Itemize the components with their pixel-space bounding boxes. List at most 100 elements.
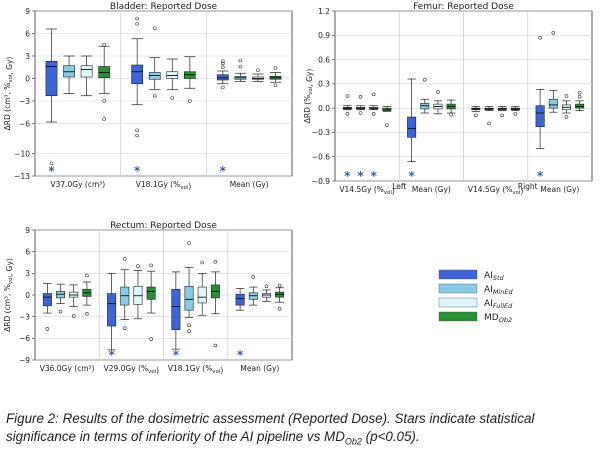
box-md_ob2 [146, 263, 156, 341]
box-ai_minEd [420, 78, 430, 114]
figure-caption: Figure 2: Results of the dosimetric asse… [6, 410, 594, 451]
y-tick-label: 1.2 [318, 7, 330, 16]
box-ai_fullEd [252, 68, 264, 82]
box-iqr [171, 288, 181, 330]
group-label: V37.0Gy (cm³) [50, 180, 105, 189]
y-tick-label: −0.9 [312, 177, 330, 186]
outlier-point [135, 16, 139, 21]
outlier-point [188, 99, 192, 103]
box-md_ob2 [210, 259, 220, 348]
box-iqr [407, 116, 417, 138]
outlier-point [221, 59, 225, 64]
legend-swatch-ai_fullEd [438, 297, 478, 308]
outlier-point [152, 93, 157, 98]
y-tick-label: 0.6 [318, 55, 330, 64]
y-tick-label: 0.3 [318, 80, 330, 89]
group-label: V29.0Gy (%vol) [104, 364, 160, 375]
chart-title: Bladder: Reported Dose [110, 2, 218, 12]
legend-swatch-ai_std [438, 269, 478, 280]
significance-star: * [134, 164, 141, 178]
group-label: V14.5Gy (%vol) [339, 185, 395, 196]
group-label: V14.5Gy (%vol) [468, 185, 524, 196]
box-md_ob2 [275, 283, 285, 311]
outlier-point [45, 327, 50, 331]
y-tick-label: 3 [25, 269, 30, 278]
outlier-point [345, 94, 350, 98]
significance-star: * [237, 348, 244, 362]
outlier-point [251, 275, 256, 279]
box-md_ob2 [510, 106, 520, 116]
legend: AIStd AIMinEd AIFullEd MDOb2 [438, 269, 513, 324]
box-ai_minEd [484, 106, 494, 126]
bladder-panel: Bladder: Reported Dose 9 6 3 0 −3 −6 −10 −13 ΔRD … [3, 2, 293, 191]
outlier-point [564, 115, 569, 119]
y-tick-label: −0.3 [312, 128, 330, 137]
outlier-point [474, 113, 478, 118]
outlier-point [264, 284, 269, 289]
y-tick-label: −13 [14, 172, 30, 181]
box-ai_std: * [535, 35, 545, 183]
outlier-point [238, 58, 243, 63]
chart-title: Rectum: Reported Dose [110, 221, 217, 231]
outlier-point [371, 92, 376, 97]
box-ai_fullEd [133, 264, 143, 320]
legend-label-md_ob2: MDOb2 [484, 313, 512, 324]
box-ai_minEd [120, 257, 130, 331]
outlier-point [449, 112, 453, 117]
outlier-point [371, 112, 376, 116]
box-ai_std: * [107, 272, 117, 362]
box-iqr [184, 286, 194, 311]
legend-label-ai_std: AIStd [484, 271, 504, 282]
y-tick-label: −0.6 [312, 153, 330, 162]
box-ai_minEd [234, 58, 247, 82]
outlier-point [273, 83, 278, 88]
significance-star: * [220, 164, 227, 178]
significance-star: * [173, 348, 180, 362]
outlier-point [187, 329, 191, 333]
y-tick-label: −6 [19, 334, 30, 343]
outlier-point [345, 112, 350, 116]
caption-subscript: Ob2 [344, 436, 362, 447]
group-label: V36.0Gy (cm³) [40, 364, 95, 373]
box-ai_std: * [216, 59, 229, 178]
side-header: Left [392, 182, 406, 191]
outlier-point [85, 311, 89, 316]
legend-swatch-ai_minEd [438, 283, 478, 294]
outlier-point [277, 283, 282, 288]
outlier-point [564, 94, 569, 98]
y-tick-label: 6 [25, 247, 30, 256]
significance-star: * [537, 169, 544, 183]
box-iqr [535, 105, 545, 128]
outlier-point [102, 42, 106, 47]
group-label: V18.1Gy (%vol) [168, 364, 224, 375]
legend-swatch-md_ob2 [438, 311, 478, 322]
box-ai_std: * [45, 28, 58, 178]
group-label: Mean (Gy) [230, 180, 269, 189]
outlier-point [213, 343, 218, 348]
outlier-point [122, 326, 127, 331]
caption-end: (p<0.05). [361, 429, 420, 444]
legend-label-ai_fullEd: AIFullEd [484, 299, 513, 310]
box-ai_std [42, 283, 52, 331]
box-iqr [548, 98, 558, 109]
box-iqr [197, 286, 207, 304]
box-ai_fullEd [197, 260, 207, 316]
group-label: V18.1Gy (%vol) [136, 180, 192, 191]
outlier-point [85, 273, 89, 278]
significance-star: * [344, 169, 351, 183]
box-md_ob2 [98, 42, 111, 121]
outlier-point [200, 260, 205, 265]
box-ai_minEd: * [356, 95, 366, 183]
box-iqr [235, 293, 245, 306]
box-ai_std: * [131, 16, 144, 178]
box-ai_fullEd [261, 284, 271, 302]
outlier-point [221, 65, 225, 70]
chart-title: Femur: Reported Dose [413, 2, 514, 12]
significance-star: * [357, 169, 364, 183]
outlier-point [187, 323, 191, 328]
outlier-point [487, 121, 491, 126]
box-iqr [107, 293, 117, 327]
box-iqr [80, 65, 93, 78]
outlier-point [256, 68, 260, 73]
outlier-point [122, 257, 127, 261]
